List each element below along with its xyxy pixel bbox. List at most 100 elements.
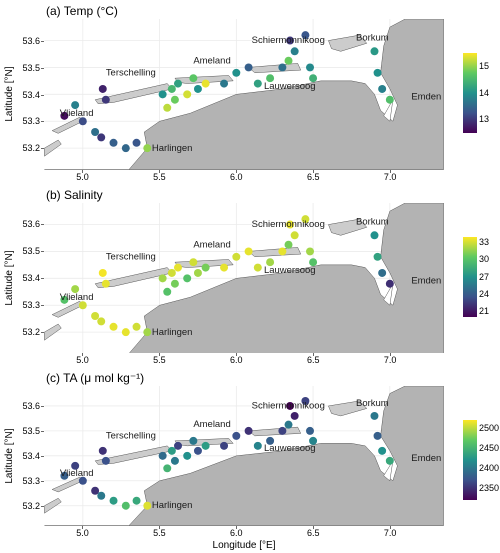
place-label: Ameland (193, 239, 230, 250)
x-axis-ticks: 5.05.56.06.57.0 (44, 353, 444, 367)
ytick: 53.3 (22, 476, 40, 486)
xtick: 5.0 (76, 528, 89, 538)
data-point (202, 442, 210, 450)
ytick: 53.3 (22, 300, 40, 310)
xtick: 6.0 (230, 355, 243, 365)
y-axis-ticks: 53.253.353.453.553.6 (16, 203, 44, 354)
y-axis-label: Latitude [°N] (4, 386, 16, 526)
data-point (133, 322, 141, 330)
data-point (378, 447, 386, 455)
y-axis-label: Latitude [°N] (4, 203, 16, 354)
data-point (159, 90, 167, 98)
data-point (163, 465, 171, 473)
data-point (386, 96, 394, 104)
xtick: 6.5 (307, 528, 320, 538)
place-label: Vlieland (60, 468, 94, 479)
xtick: 5.5 (153, 528, 166, 538)
y-axis-ticks: 53.253.353.453.553.6 (16, 19, 44, 170)
colorbar-tick: 2500 (479, 423, 499, 433)
colorbar: 2350240024502500 (444, 369, 496, 551)
data-point (374, 69, 382, 77)
place-label: Lauwersoog (264, 81, 316, 92)
data-point (174, 80, 182, 88)
data-point (143, 328, 151, 336)
place-label: Ameland (193, 419, 230, 430)
ytick: 53.2 (22, 327, 40, 337)
island (52, 477, 83, 492)
place-label: Schiermonnikoog (252, 219, 325, 230)
ytick: 53.4 (22, 273, 40, 283)
place-label: Ameland (193, 55, 230, 66)
data-point (99, 269, 107, 277)
xtick: 6.5 (307, 355, 320, 365)
xtick: 7.0 (384, 172, 397, 182)
y-axis-ticks: 53.253.353.453.553.6 (16, 386, 44, 526)
data-point (306, 427, 314, 435)
x-axis-label: Longitude [°E] (44, 540, 444, 551)
data-point (278, 63, 286, 71)
ytick: 53.2 (22, 501, 40, 511)
colorbar-tick: 24 (479, 289, 489, 299)
data-point (194, 447, 202, 455)
data-point (97, 133, 105, 141)
data-point (122, 502, 130, 510)
place-label: Lauwersoog (264, 443, 316, 454)
ytick: 53.6 (22, 401, 40, 411)
data-point (306, 247, 314, 255)
data-point (194, 85, 202, 93)
data-point (168, 85, 176, 93)
data-point (374, 432, 382, 440)
data-point (232, 252, 240, 260)
data-point (386, 457, 394, 465)
data-point (370, 47, 378, 55)
panel-a: (a) Temp (°C)Latitude [°N]53.253.353.453… (4, 2, 496, 184)
xtick: 5.5 (153, 355, 166, 365)
data-point (99, 85, 107, 93)
colorbar-tick: 2350 (479, 483, 499, 493)
data-point (370, 231, 378, 239)
colorbar-tick: 30 (479, 254, 489, 264)
data-point (171, 279, 179, 287)
place-label: Vlieland (60, 108, 94, 119)
data-point (163, 287, 171, 295)
colorbar-tick: 2450 (479, 443, 499, 453)
colorbar-tick: 27 (479, 272, 489, 282)
ytick: 53.5 (22, 63, 40, 73)
data-point (202, 263, 210, 271)
data-point (143, 144, 151, 152)
data-point (374, 252, 382, 260)
data-point (378, 85, 386, 93)
data-point (189, 258, 197, 266)
data-point (291, 231, 299, 239)
place-label: Terschelling (106, 68, 156, 79)
xtick: 5.0 (76, 355, 89, 365)
island (249, 247, 301, 256)
data-point (110, 497, 118, 505)
ytick: 53.4 (22, 451, 40, 461)
data-point (232, 432, 240, 440)
panel-c: (c) TA (μ mol kg⁻¹)Latitude [°N]53.253.3… (4, 369, 496, 551)
panel-title: (b) Salinity (4, 186, 444, 203)
data-point (285, 421, 293, 429)
data-point (143, 502, 151, 510)
data-point (133, 497, 141, 505)
data-point (97, 317, 105, 325)
colorbar-tick: 14 (479, 88, 489, 98)
data-point (220, 80, 228, 88)
data-point (245, 427, 253, 435)
place-label: Emden (411, 92, 441, 103)
island (249, 427, 301, 436)
place-label: Borkum (356, 216, 389, 227)
data-point (278, 247, 286, 255)
place-label: Emden (411, 275, 441, 286)
data-point (110, 322, 118, 330)
data-point (291, 47, 299, 55)
data-point (102, 96, 110, 104)
data-point (183, 274, 191, 282)
plot-area: VlielandTerschellingHarlingenAmelandSchi… (44, 19, 444, 170)
island (52, 301, 83, 317)
data-point (245, 247, 253, 255)
place-label: Schiermonnikoog (252, 401, 325, 412)
island (249, 63, 301, 72)
ytick: 53.4 (22, 90, 40, 100)
